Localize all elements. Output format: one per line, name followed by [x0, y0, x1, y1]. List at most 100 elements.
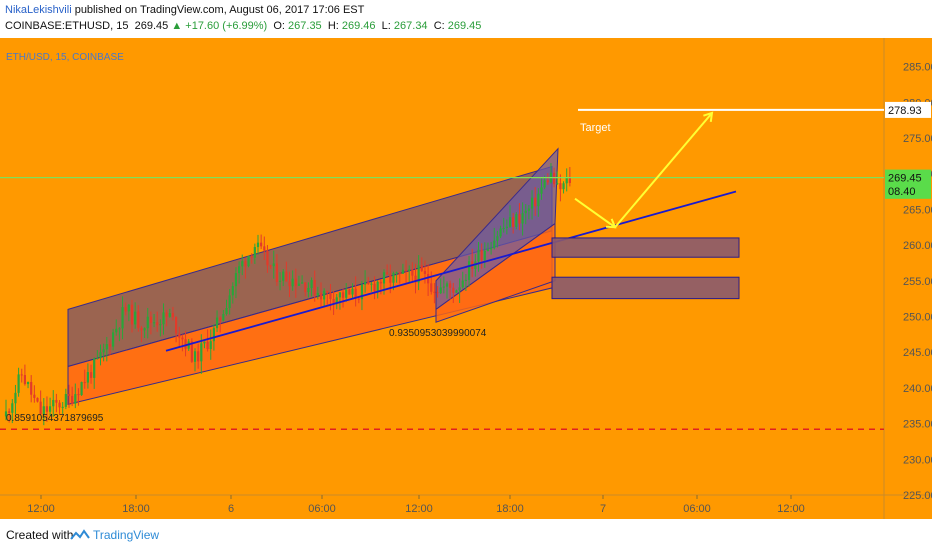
candle-body: [420, 265, 423, 271]
candle-body: [417, 265, 420, 283]
candle-body: [20, 374, 23, 376]
zone-box: [551, 237, 740, 258]
candle-body: [61, 406, 64, 408]
candle-body: [351, 288, 354, 295]
candle-body: [58, 402, 61, 408]
candle-body: [360, 284, 364, 300]
candle-body: [26, 382, 30, 385]
candle-body: [36, 397, 39, 402]
y-tick-label: 230.00: [903, 454, 932, 466]
x-tick-label: 06:00: [308, 503, 336, 515]
candle-body: [307, 287, 310, 293]
candle-body: [203, 341, 206, 344]
candle-body: [313, 280, 316, 296]
candle-body: [269, 265, 272, 267]
trend-line: [165, 190, 737, 352]
candle-body: [565, 177, 568, 184]
candle-body: [71, 395, 74, 404]
price-chart[interactable]: 285.00280.00275.00270.00265.00260.00255.…: [0, 38, 932, 519]
candle-body: [93, 358, 96, 378]
candle-body: [556, 183, 559, 185]
candle-body: [530, 197, 534, 209]
candle-body: [275, 263, 278, 282]
tradingview-brand-link[interactable]: TradingView: [93, 528, 160, 542]
chart-header: NikaLekishvili published on TradingView.…: [0, 0, 932, 38]
candle-body: [102, 349, 105, 353]
candle-body: [452, 287, 455, 293]
candle-body: [398, 272, 401, 274]
candle-body: [518, 214, 521, 224]
low-label: L:: [381, 20, 391, 32]
candle-body: [108, 344, 112, 347]
candle-body: [326, 290, 329, 293]
candle-body: [197, 351, 200, 362]
candle-body: [508, 217, 512, 227]
candle-body: [272, 263, 275, 267]
high-value: 269.46: [341, 20, 376, 32]
y-tick-label: 240.00: [903, 383, 932, 395]
x-tick-label: 6: [228, 503, 234, 515]
candle-body: [212, 328, 215, 342]
candle-body: [288, 281, 291, 287]
x-tick-label: 12:00: [27, 503, 55, 515]
candle-body: [263, 246, 266, 251]
candle-body: [42, 406, 45, 415]
symbol-label: COINBASE:ETHUSD, 15: [5, 20, 129, 32]
price-tag: [885, 101, 931, 118]
candle-body: [464, 279, 467, 281]
candle-body: [332, 298, 335, 303]
candle-body: [433, 291, 436, 293]
candle-body: [219, 317, 222, 321]
candle-body: [39, 401, 42, 415]
candle-body: [449, 283, 452, 288]
y-tick-label: 245.00: [903, 347, 932, 359]
candle-body: [568, 177, 571, 183]
fib-label-low: 0.8591054371879695: [6, 413, 104, 424]
candle-body: [33, 394, 36, 398]
candle-body: [512, 217, 515, 227]
candle-body: [260, 242, 263, 247]
candle-body: [540, 187, 543, 194]
candle-body: [348, 289, 351, 295]
price-tag-label: 278.93: [888, 105, 922, 117]
y-tick-label: 285.00: [903, 62, 932, 74]
candle-body: [247, 255, 250, 267]
candle-body: [370, 283, 373, 285]
candle-body: [316, 292, 319, 296]
candle-body: [411, 269, 414, 276]
candle-body: [483, 250, 486, 261]
candle-body: [559, 183, 562, 190]
candle-body: [30, 382, 33, 395]
candle-body: [357, 298, 360, 300]
time-axis[interactable]: [0, 495, 884, 519]
price-axis[interactable]: [884, 38, 932, 519]
candle-body: [234, 273, 238, 287]
candle-body: [291, 278, 294, 287]
x-tick-label: 12:00: [405, 503, 433, 515]
x-tick-label: 12:00: [777, 503, 805, 515]
author-link[interactable]: NikaLekishvili: [5, 4, 72, 16]
arrow-head-mid: [605, 218, 617, 229]
candle-body: [52, 399, 55, 407]
tradingview-logo-icon: [70, 529, 90, 540]
candle-body: [184, 339, 187, 349]
y-tick-label: 235.00: [903, 419, 932, 431]
candle-body: [445, 283, 449, 287]
y-tick-label: 265.00: [903, 204, 932, 216]
candle-body: [89, 372, 93, 378]
candle-body: [137, 311, 140, 329]
candle-body: [527, 208, 530, 211]
close-value: 269.45: [447, 20, 482, 32]
candle-body: [335, 297, 338, 303]
candle-body: [96, 358, 99, 360]
candle-body: [222, 314, 225, 321]
candle-body: [553, 172, 556, 185]
candle-body: [395, 272, 398, 274]
candle-body: [338, 292, 341, 298]
candle-body: [294, 278, 297, 286]
candles: [4, 163, 571, 426]
candle-body: [124, 307, 127, 312]
candle-body: [354, 288, 357, 299]
candle-body: [562, 183, 565, 190]
candle-body: [382, 272, 386, 284]
